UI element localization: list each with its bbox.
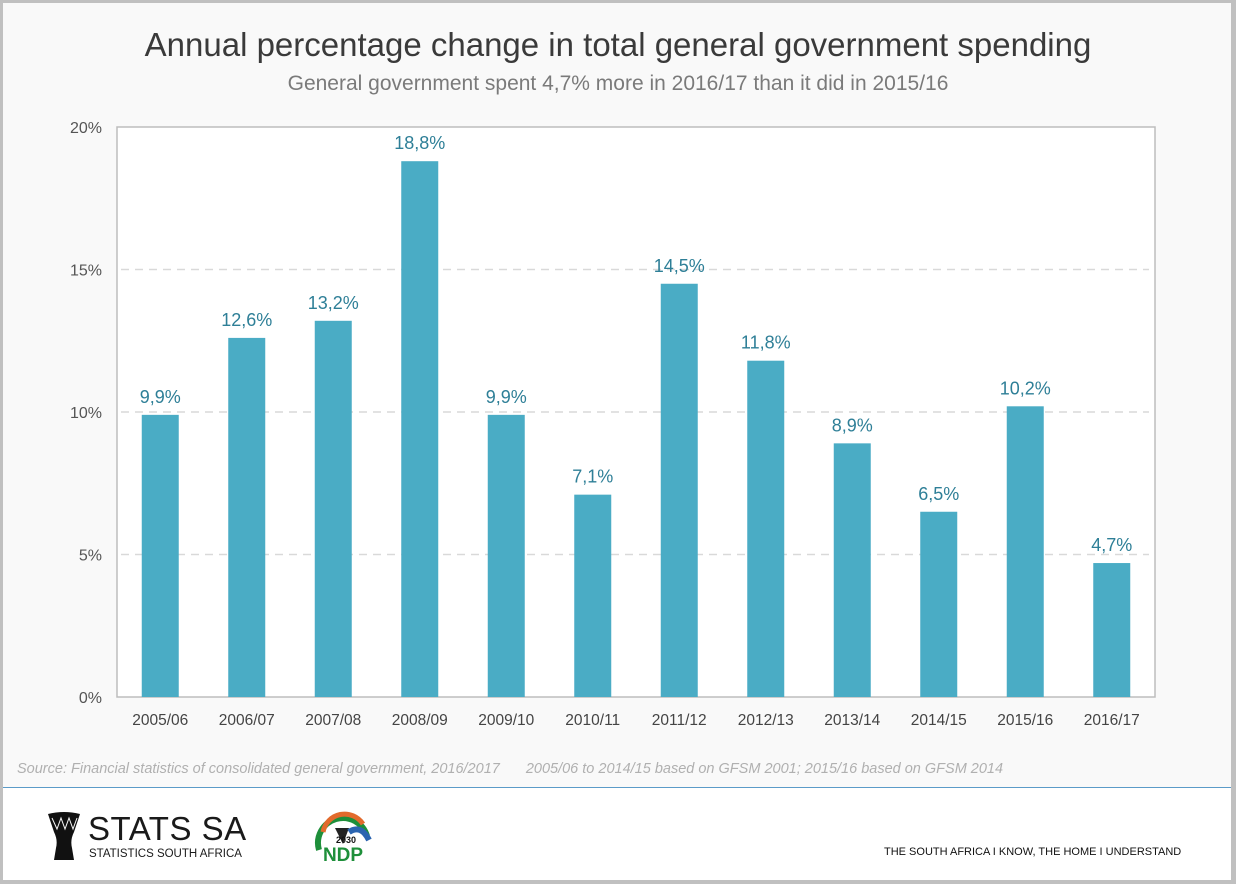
bar: [747, 360, 785, 697]
data-label: 9,9%: [140, 387, 181, 407]
y-tick-label: 5%: [79, 548, 102, 565]
plot-area: [116, 126, 1156, 698]
y-tick-label: 0%: [79, 690, 102, 707]
x-tick-label: 2016/17: [1084, 712, 1140, 729]
source-text: Source: Financial statistics of consolid…: [17, 761, 500, 777]
bar: [228, 337, 266, 697]
stats-sa-logo-subtitle: STATISTICS SOUTH AFRICA: [89, 848, 242, 860]
x-tick-label: 2006/07: [219, 712, 275, 729]
bar: [314, 320, 352, 697]
data-label: 4,7%: [1091, 535, 1132, 555]
x-tick-label: 2005/06: [132, 712, 188, 729]
chart-title: Annual percentage change in total genera…: [144, 26, 1092, 63]
y-tick-label: 15%: [70, 263, 102, 280]
ndp-2030-logo-icon: 2030 NDP: [315, 811, 372, 862]
data-label: 6,5%: [918, 484, 959, 504]
bar: [1093, 563, 1131, 697]
data-label: 9,9%: [486, 387, 527, 407]
x-tick-label: 2009/10: [478, 712, 534, 729]
bar: [574, 494, 612, 697]
x-tick-label: 2013/14: [824, 712, 880, 729]
ndp-text: NDP: [323, 845, 363, 862]
gridlines: [121, 268, 1149, 556]
x-axis: 2005/06 2006/07 2007/08 2008/09 2009/10 2010/…: [132, 712, 1140, 729]
stats-sa-drum-icon: [48, 812, 80, 860]
bars: [141, 161, 1131, 697]
bar: [833, 443, 871, 697]
x-tick-label: 2008/09: [392, 712, 448, 729]
x-tick-label: 2014/15: [911, 712, 967, 729]
bar: [141, 414, 179, 697]
data-label: 14,5%: [654, 256, 705, 276]
bar: [487, 414, 525, 697]
chart-subtitle: General government spent 4,7% more in 20…: [287, 72, 949, 95]
y-tick-label: 10%: [70, 405, 102, 422]
method-note: 2005/06 to 2014/15 based on GFSM 2001; 2…: [525, 761, 1004, 777]
bar: [1006, 406, 1044, 697]
ndp-year: 2030: [336, 835, 356, 845]
bar: [920, 511, 958, 697]
x-tick-label: 2007/08: [305, 712, 361, 729]
stats-sa-logo-text: STATS SA: [88, 810, 247, 847]
data-labels: 9,9% 12,6% 13,2% 18,8% 9,9% 7,1% 14,5% 11,8% 8,9…: [140, 133, 1133, 555]
data-label: 12,6%: [221, 310, 272, 330]
y-axis: 0% 5% 10% 15% 20%: [70, 120, 102, 707]
bar: [401, 161, 439, 697]
bar-chart: 9,9% 12,6% 13,2% 18,8% 9,9% 7,1% 14,5% 11,8% 8,9…: [70, 120, 1156, 729]
x-tick-label: 2015/16: [997, 712, 1053, 729]
footer: [3, 787, 1231, 880]
data-label: 8,9%: [832, 415, 873, 435]
data-label: 18,8%: [394, 133, 445, 153]
data-label: 11,8%: [741, 333, 791, 353]
data-label: 10,2%: [1000, 378, 1051, 398]
data-label: 13,2%: [308, 293, 359, 313]
y-tick-label: 20%: [70, 120, 102, 137]
x-tick-label: 2010/11: [565, 712, 620, 729]
x-tick-label: 2012/13: [738, 712, 794, 729]
data-label: 7,1%: [572, 467, 613, 487]
bar: [660, 283, 698, 697]
tagline: THE SOUTH AFRICA I KNOW, THE HOME I UNDE…: [884, 846, 1182, 858]
source-note: Source: Financial statistics of consolid…: [17, 761, 1003, 777]
x-tick-label: 2011/12: [652, 712, 707, 729]
